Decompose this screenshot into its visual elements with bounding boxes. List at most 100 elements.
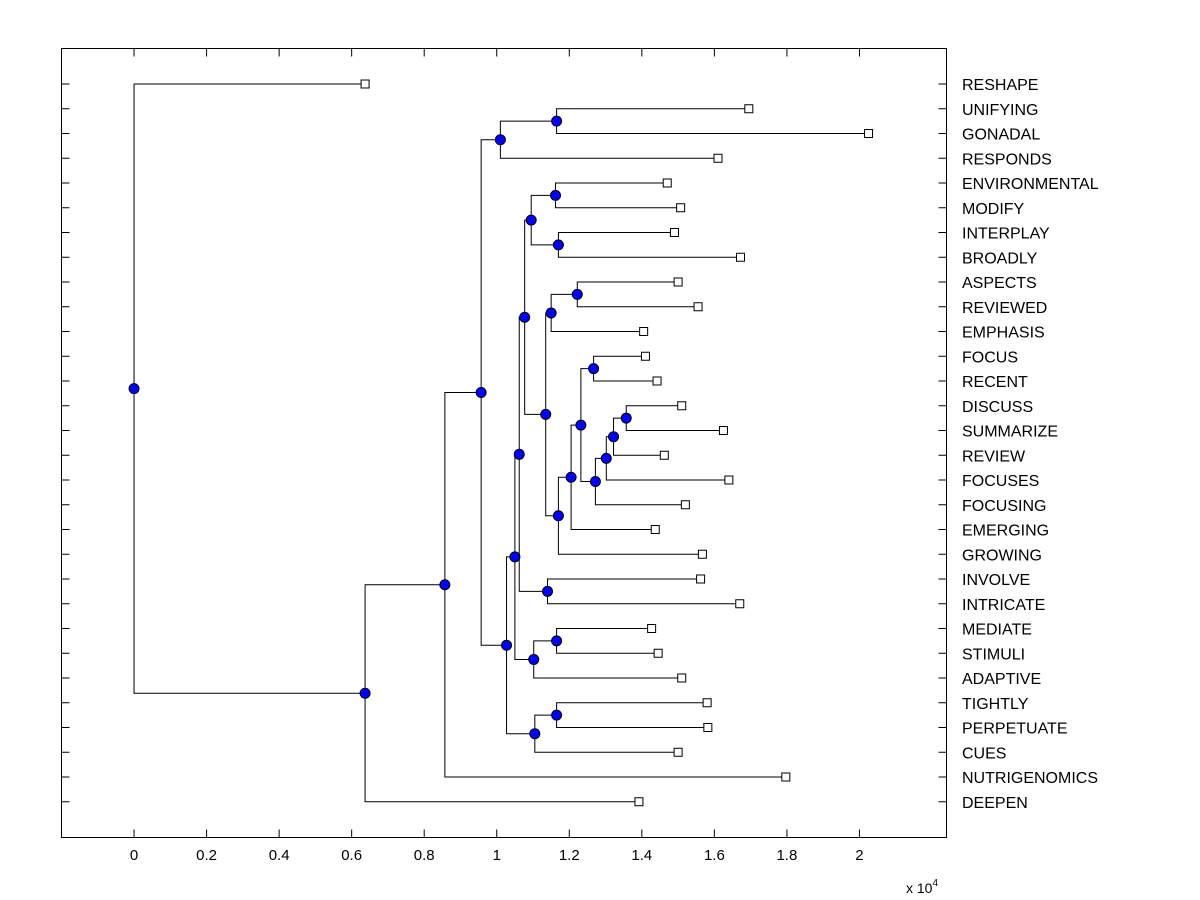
y-axis (61, 83, 947, 803)
internal-node-marker (552, 510, 564, 522)
internal-node-marker (509, 551, 521, 563)
internal-node-marker (545, 307, 557, 319)
leaf-label: REVIEW (962, 448, 1026, 465)
leaf-node-marker (702, 698, 712, 708)
plot-frame (61, 48, 947, 838)
leaf-node-marker (677, 673, 687, 683)
dendrogram-nodes (128, 79, 874, 807)
internal-node-marker (589, 476, 601, 488)
leaf-node-marker (676, 203, 686, 213)
leaf-label: BROADLY (962, 250, 1038, 267)
leaf-node-marker (744, 104, 754, 114)
leaf-label: EMERGING (962, 523, 1049, 540)
leaf-label: ENVIRONMENTAL (962, 176, 1099, 193)
leaf-node-marker (673, 277, 683, 287)
internal-node-marker (128, 383, 140, 395)
leaf-node-marker (650, 525, 660, 534)
x-multiplier-exponent: 4 (932, 878, 938, 889)
leaf-label: DEEPEN (962, 795, 1028, 812)
x-tick-label: 0.4 (269, 847, 290, 864)
internal-node-marker (588, 363, 600, 375)
internal-node-marker (519, 311, 531, 323)
x-axis: 0 0.2 0.4 0.6 0.8 1 1.2 1.4 1.6 1.8 2 (130, 48, 864, 864)
internal-node-marker (501, 639, 513, 651)
leaf-label: CUES (962, 745, 1006, 762)
leaf-node-marker (703, 723, 713, 732)
leaf-label: SUMMARIZE (962, 424, 1058, 441)
leaf-label: UNIFYING (962, 102, 1038, 119)
x-multiplier-label: x 104 (906, 878, 938, 896)
internal-node-marker (494, 134, 506, 146)
leaf-node-marker (662, 178, 672, 188)
leaf-label: DISCUSS (962, 399, 1033, 416)
internal-node-marker (542, 585, 554, 597)
leaf-node-marker (677, 401, 687, 411)
leaf-label: RESHAPE (962, 77, 1038, 94)
leaf-label: FOCUSING (962, 498, 1046, 515)
internal-node-marker (551, 115, 563, 127)
leaf-label: RECENT (962, 374, 1028, 391)
leaf-label: PERPETUATE (962, 721, 1068, 738)
x-tick-label: 0.6 (341, 847, 362, 864)
internal-node-marker (571, 288, 583, 300)
leaf-node-marker (693, 302, 703, 312)
leaf-label: FOCUSES (962, 473, 1039, 490)
leaf-node-marker (718, 426, 728, 435)
leaf-labels: RESHAPE UNIFYING GONADAL RESPONDS ENVIRONMEN… (962, 77, 1099, 812)
leaf-label: FOCUS (962, 349, 1018, 366)
leaf-label: ASPECTS (962, 275, 1037, 292)
x-tick-label: 1.6 (704, 847, 725, 864)
leaf-node-marker (634, 797, 644, 807)
leaf-node-marker (697, 549, 707, 559)
x-tick-label: 0 (130, 847, 138, 864)
leaf-node-marker (696, 574, 706, 584)
internal-node-marker (565, 471, 577, 483)
leaf-label: STIMULI (962, 646, 1025, 663)
leaf-label: MEDIATE (962, 622, 1032, 639)
internal-node-marker (525, 214, 537, 226)
x-tick-label: 0.8 (414, 847, 435, 864)
internal-node-marker (513, 448, 525, 460)
leaf-node-marker (659, 450, 669, 460)
leaf-label: REVIEWED (962, 300, 1047, 317)
leaf-node-marker (647, 624, 657, 633)
leaf-node-marker (781, 772, 791, 782)
leaf-node-marker (640, 351, 650, 361)
leaf-node-marker (680, 500, 690, 510)
internal-node-marker (575, 419, 587, 431)
leaf-node-marker (653, 648, 663, 658)
leaf-label: RESPONDS (962, 151, 1052, 168)
leaf-label: INVOLVE (962, 572, 1030, 589)
internal-node-marker (551, 635, 563, 647)
leaf-label: INTRICATE (962, 597, 1045, 614)
internal-node-marker (600, 452, 612, 464)
internal-node-marker (475, 386, 487, 398)
leaf-node-marker (360, 79, 370, 89)
leaf-node-marker (724, 475, 734, 485)
internal-node-marker (540, 408, 552, 420)
internal-node-marker (529, 728, 541, 740)
leaf-label: TIGHTLY (962, 696, 1029, 713)
leaf-label: MODIFY (962, 201, 1025, 218)
x-tick-label: 1.8 (776, 847, 797, 864)
internal-node-marker (550, 189, 562, 201)
leaf-node-marker (713, 153, 723, 163)
x-tick-label: 1 (493, 847, 501, 864)
internal-node-marker (439, 579, 451, 591)
leaf-label: NUTRIGENOMICS (962, 770, 1098, 787)
internal-node-marker (551, 709, 563, 721)
leaf-node-marker (864, 129, 874, 138)
leaf-node-marker (735, 252, 745, 262)
leaf-node-marker (639, 327, 649, 336)
internal-node-marker (359, 687, 371, 699)
leaf-label: GROWING (962, 547, 1042, 564)
leaf-label: EMPHASIS (962, 325, 1045, 342)
internal-node-marker (608, 431, 620, 443)
x-tick-label: 1.2 (559, 847, 580, 864)
internal-node-marker (620, 412, 632, 424)
internal-node-marker (552, 239, 564, 251)
x-tick-label: 0.2 (196, 847, 217, 864)
leaf-node-marker (652, 376, 662, 386)
leaf-node-marker (673, 747, 683, 757)
